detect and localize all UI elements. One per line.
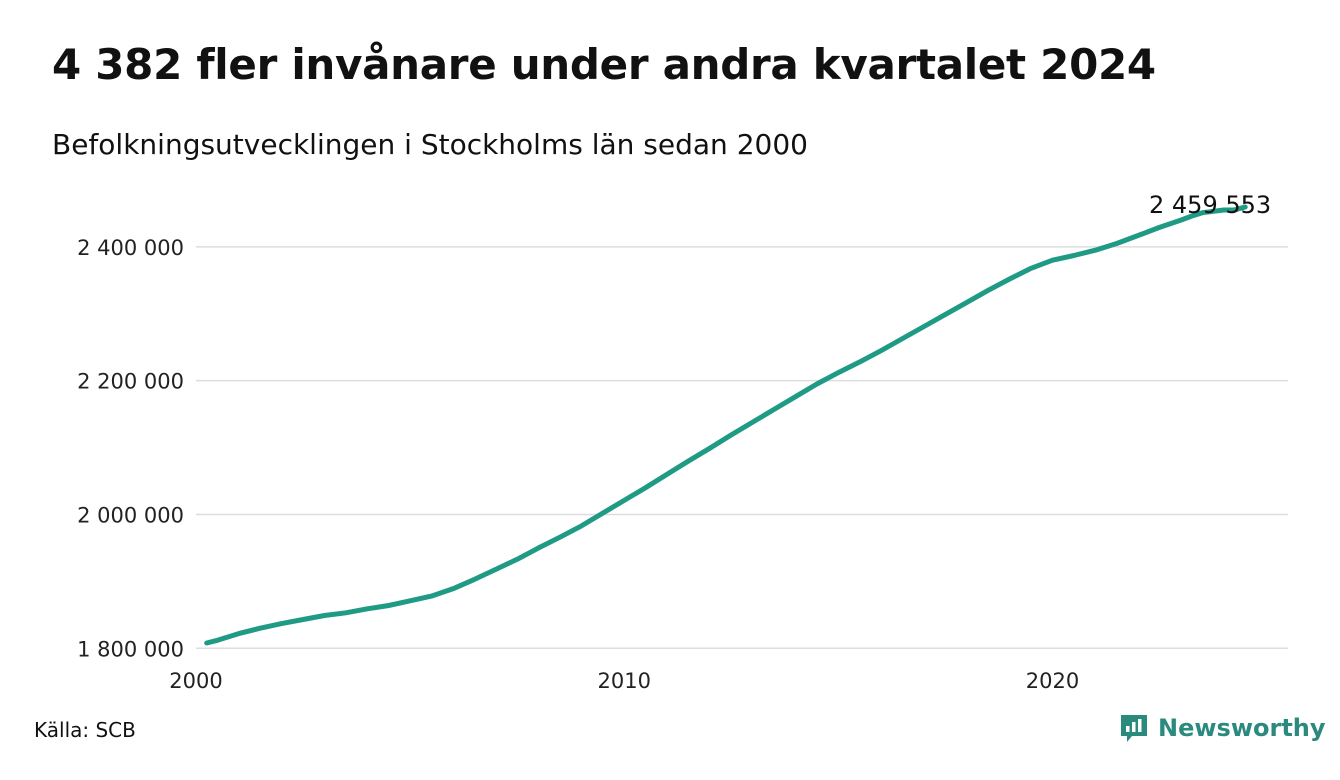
chart-title: 4 382 fler invånare under andra kvartale…	[52, 40, 1156, 89]
y-tick-label: 2 400 000	[77, 236, 184, 260]
y-tick-label: 1 800 000	[77, 637, 184, 661]
x-tick-label: 2020	[1026, 669, 1079, 693]
source-label: Källa: SCB	[34, 718, 136, 742]
brand-name: Newsworthy	[1158, 714, 1326, 742]
y-tick-label: 2 000 000	[77, 503, 184, 527]
chart-subtitle: Befolkningsutvecklingen i Stockholms län…	[52, 128, 808, 161]
x-tick-label: 2010	[598, 669, 651, 693]
brand-logo: Newsworthy	[1118, 712, 1326, 744]
end-value-label: 2 459 553	[1149, 191, 1271, 219]
x-tick-label: 2000	[169, 669, 222, 693]
newsworthy-logo-icon	[1121, 715, 1147, 742]
y-tick-label: 2 200 000	[77, 370, 184, 394]
series-line	[204, 204, 1248, 646]
